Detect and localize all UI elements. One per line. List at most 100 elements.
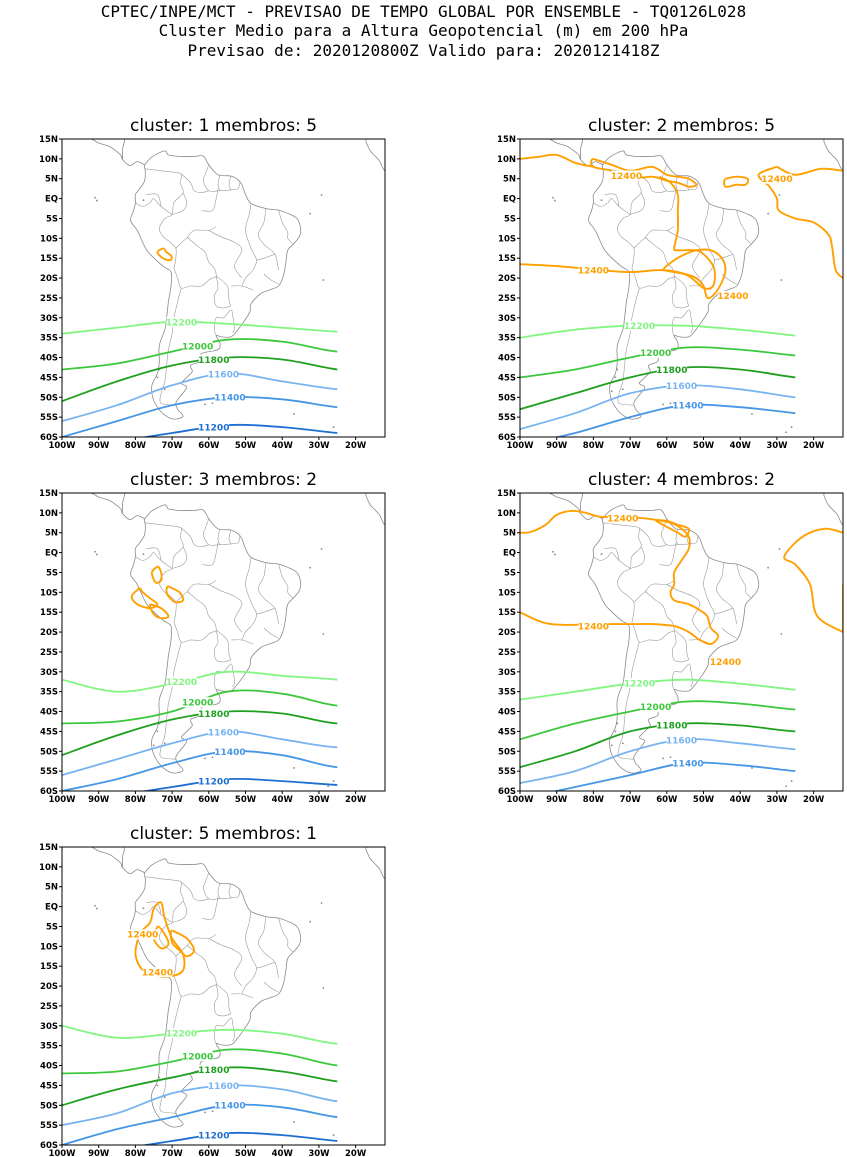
lon-tick-label: 80W — [583, 441, 605, 451]
island-marker — [778, 548, 781, 550]
country-border — [675, 528, 679, 545]
lat-tick-label: 40S — [498, 354, 516, 364]
contour-label-bg — [198, 422, 229, 433]
contour-11400 — [62, 396, 338, 437]
island-marker — [785, 785, 788, 788]
lat-tick-label: 15N — [39, 843, 58, 853]
lat-tick-label: 15S — [40, 962, 58, 972]
contour-label-11600: 11600 — [208, 728, 239, 738]
island-marker — [669, 756, 672, 759]
country-border — [171, 192, 188, 215]
lat-tick-label: EQ — [45, 195, 58, 205]
country-border — [213, 276, 231, 309]
lon-tick-label: 30W — [766, 795, 788, 805]
country-border — [629, 546, 646, 569]
contour-label-bg — [208, 369, 239, 380]
contour-label-bg — [198, 1064, 229, 1075]
island-marker — [662, 403, 665, 406]
island-marker — [204, 1111, 207, 1114]
island-marker — [616, 722, 619, 725]
country-border — [256, 253, 276, 261]
country-border — [216, 629, 232, 660]
lat-tick-label: 5S — [46, 214, 58, 224]
south-america-coastline — [130, 150, 302, 420]
country-border — [201, 542, 219, 566]
island-marker — [142, 907, 145, 910]
lon-tick-label: 60W — [656, 795, 678, 805]
lat-tick-label: 60S — [498, 433, 516, 443]
map-frame — [61, 846, 386, 1146]
island-marker — [751, 767, 753, 769]
contour-label-12400: 12400 — [578, 622, 609, 632]
contour-label-11600: 11600 — [208, 371, 239, 381]
country-border — [617, 641, 640, 760]
lat-tick-label: 50S — [40, 393, 58, 403]
contour-12200 — [62, 670, 338, 693]
lon-tick-label: 70W — [162, 441, 184, 451]
country-border — [659, 188, 677, 212]
country-border — [186, 580, 217, 593]
country-border — [736, 210, 752, 245]
contour-label-bg — [578, 621, 609, 632]
central-america-coastline — [90, 493, 145, 521]
island-marker — [780, 633, 783, 635]
lat-tick-label: 10N — [39, 509, 58, 519]
lat-tick-label: 5S — [504, 568, 516, 578]
lat-tick-label: 60S — [40, 787, 58, 797]
country-border — [674, 629, 690, 660]
panel-title: cluster: 4 membros: 2 — [588, 470, 775, 490]
lat-tick-label: 30S — [40, 314, 58, 324]
country-border — [256, 607, 276, 615]
contour-12400 — [590, 157, 698, 188]
country-border — [202, 164, 241, 192]
country-border — [671, 309, 693, 336]
country-border — [241, 911, 257, 995]
island-marker — [327, 785, 330, 788]
lat-tick-label: EQ — [45, 549, 58, 559]
contour-12400 — [654, 519, 691, 538]
lat-tick-label: 45S — [40, 373, 58, 383]
country-border — [716, 208, 737, 271]
country-border — [603, 168, 642, 269]
country-border — [228, 883, 232, 899]
lon-tick-label: 60W — [656, 441, 678, 451]
africa-coastline — [823, 493, 843, 526]
country-border — [217, 882, 221, 899]
lat-tick-label: 35S — [498, 688, 516, 698]
contour-label-12200: 12200 — [166, 678, 197, 688]
africa-coastline — [365, 139, 385, 172]
lon-tick-label: 100W — [48, 441, 76, 451]
map-panel-5: cluster: 5 membros: 1 12200 12000 11800 1160… — [39, 824, 386, 1157]
island-marker — [332, 780, 335, 782]
lon-tick-label: 40W — [272, 1149, 294, 1157]
island-marker — [669, 402, 672, 405]
lat-tick-label: 15S — [40, 608, 58, 618]
map-frame — [519, 138, 844, 438]
map-panel-2: cluster: 2 membros: 5 12200 12000 11800 1160… — [497, 116, 844, 451]
lon-tick-label: 100W — [48, 795, 76, 805]
lat-tick-label: 10S — [40, 942, 58, 952]
island-marker — [662, 757, 665, 760]
lon-tick-label: 90W — [88, 1149, 110, 1157]
panel-title: cluster: 5 membros: 1 — [130, 824, 317, 844]
lat-tick-label: 15N — [39, 135, 58, 145]
country-border — [716, 562, 737, 625]
island-marker — [158, 1076, 161, 1079]
panel-title: cluster: 1 membros: 5 — [130, 116, 317, 136]
contour-label-11400: 11400 — [214, 748, 245, 758]
contour-label-12200: 12200 — [166, 318, 197, 328]
central-america-coastline-east — [122, 139, 125, 159]
lon-tick-label: 20W — [803, 795, 825, 805]
country-border — [633, 237, 675, 279]
lat-tick-label: 30S — [498, 314, 516, 324]
contour-label-11400: 11400 — [214, 394, 245, 404]
lon-tick-label: 40W — [272, 441, 294, 451]
contour-label-12000: 12000 — [182, 1052, 213, 1062]
contour-12400 — [776, 165, 843, 176]
lat-tick-label: 50S — [498, 747, 516, 757]
contour-label-bg — [182, 1051, 213, 1062]
lat-tick-label: EQ — [45, 903, 58, 913]
lon-tick-label: 50W — [235, 1149, 257, 1157]
country-border — [230, 993, 254, 999]
country-border — [603, 522, 642, 623]
